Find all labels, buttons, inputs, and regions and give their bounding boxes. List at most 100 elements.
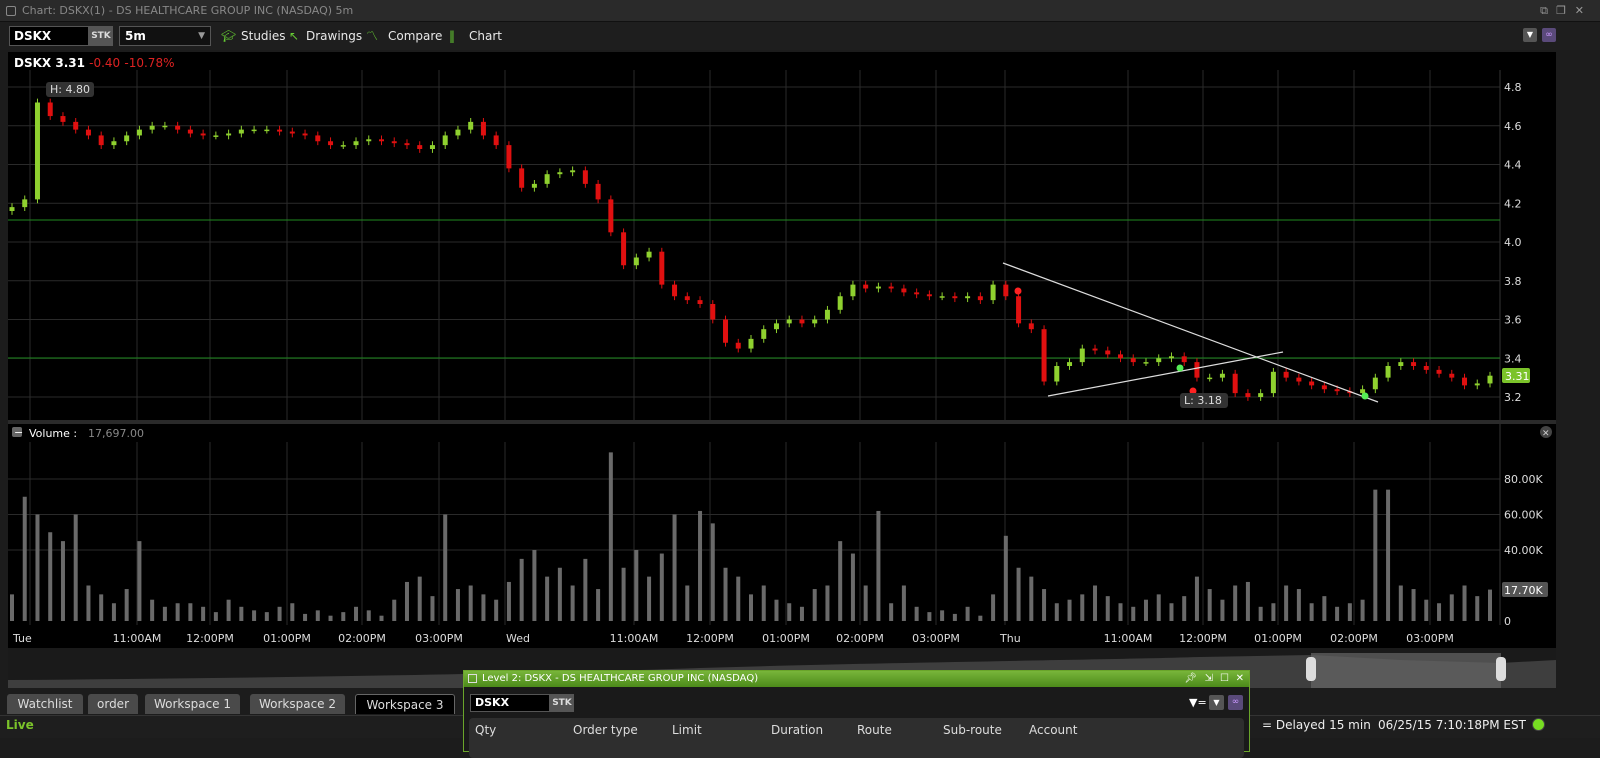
filter-icon[interactable]: ▼= bbox=[1189, 696, 1207, 709]
volume-bar bbox=[1296, 589, 1301, 621]
close-icon[interactable]: ✕ bbox=[1235, 673, 1244, 684]
popout-icon[interactable]: ⇲ bbox=[1204, 673, 1213, 684]
volume-bar bbox=[749, 594, 753, 621]
compare-button[interactable]: Compare bbox=[388, 29, 443, 43]
candle bbox=[1385, 366, 1391, 378]
candle bbox=[98, 135, 104, 146]
tab-watchlist[interactable]: Watchlist bbox=[7, 694, 83, 714]
sell-marker[interactable] bbox=[1189, 387, 1197, 395]
volume-bar bbox=[914, 606, 919, 621]
volume-bar bbox=[252, 610, 257, 621]
volume-bar bbox=[1373, 489, 1378, 621]
candle bbox=[684, 296, 690, 301]
pane-divider[interactable] bbox=[8, 420, 1556, 424]
buy-marker[interactable] bbox=[1176, 364, 1184, 372]
candle bbox=[1270, 371, 1276, 394]
studies-button[interactable]: Studies bbox=[241, 29, 286, 43]
candle bbox=[1105, 350, 1111, 355]
tab-workspace-1[interactable]: Workspace 1 bbox=[145, 694, 240, 714]
level2-titlebar[interactable]: Level 2: DSKX - DS HEALTHCARE GROUP INC … bbox=[464, 671, 1249, 687]
price-tick-label: 4.0 bbox=[1504, 236, 1522, 249]
dropdown-button[interactable]: ▼ bbox=[1209, 695, 1224, 710]
candle bbox=[914, 292, 920, 295]
sell-marker[interactable] bbox=[1014, 287, 1022, 295]
volume-bar bbox=[991, 594, 996, 621]
chart-type-button[interactable]: Chart bbox=[469, 29, 502, 43]
level2-title: Level 2: DSKX - DS HEALTHCARE GROUP INC … bbox=[482, 673, 759, 684]
volume-bar bbox=[787, 603, 792, 621]
maximize-icon[interactable]: ☐ bbox=[1220, 673, 1229, 684]
pin-icon[interactable]: 📌︎ bbox=[1184, 673, 1197, 684]
tab-workspace-2[interactable]: Workspace 2 bbox=[250, 694, 345, 714]
buy-marker[interactable] bbox=[1361, 392, 1369, 400]
candle bbox=[200, 133, 206, 136]
volume-bar bbox=[162, 606, 167, 621]
candle bbox=[748, 338, 754, 349]
navigator-right-handle[interactable] bbox=[1496, 657, 1506, 681]
volume-bar bbox=[761, 585, 766, 621]
tab-order[interactable]: order bbox=[88, 694, 138, 714]
popout-icon[interactable]: ⧉ bbox=[1540, 4, 1548, 17]
candle bbox=[1487, 375, 1493, 384]
trendline-lower[interactable] bbox=[1047, 351, 1284, 397]
navigator-left-handle[interactable] bbox=[1306, 657, 1316, 681]
window-menu-icon[interactable] bbox=[468, 674, 477, 683]
volume-tick-label: 60.00K bbox=[1504, 509, 1543, 522]
volume-bar bbox=[150, 599, 155, 621]
window-menu-icon[interactable] bbox=[6, 6, 16, 16]
volume-bar bbox=[1424, 599, 1429, 621]
interval-select[interactable]: 5m ▼ bbox=[119, 26, 211, 46]
level2-sec-type[interactable]: STK bbox=[550, 694, 574, 712]
volume-bar bbox=[1309, 603, 1314, 621]
candle bbox=[595, 183, 601, 200]
candle bbox=[238, 129, 244, 134]
volume-bar bbox=[1182, 596, 1187, 621]
volume-bar bbox=[392, 599, 397, 621]
tab-workspace-3[interactable]: Workspace 3 bbox=[355, 694, 455, 714]
volume-bar bbox=[366, 610, 371, 621]
trendline-upper[interactable] bbox=[1002, 262, 1379, 403]
candle bbox=[621, 232, 627, 266]
candle bbox=[824, 309, 830, 320]
volume-bar bbox=[557, 567, 562, 621]
candle bbox=[1194, 362, 1200, 378]
candle bbox=[1092, 348, 1098, 351]
time-tick-label: 12:00PM bbox=[1179, 632, 1227, 645]
volume-bar bbox=[1080, 594, 1085, 621]
close-icon[interactable]: ✕ bbox=[1574, 4, 1584, 17]
level2-symbol-input[interactable]: DSKX bbox=[470, 694, 550, 712]
restore-icon[interactable]: ❐ bbox=[1556, 4, 1566, 17]
link-icon[interactable]: ∞ bbox=[1542, 28, 1556, 42]
volume-bar bbox=[1437, 603, 1442, 621]
volume-bar bbox=[672, 514, 677, 621]
volume-bar bbox=[1194, 576, 1199, 621]
volume-bars bbox=[10, 452, 1492, 621]
volume-bar bbox=[1093, 585, 1098, 621]
candle bbox=[175, 125, 181, 130]
candle bbox=[289, 131, 295, 134]
symbol-input[interactable]: DSKX bbox=[9, 26, 89, 46]
drawings-button[interactable]: Drawings bbox=[306, 29, 363, 43]
candle bbox=[379, 139, 384, 142]
collapse-volume-button[interactable] bbox=[12, 427, 22, 437]
candle bbox=[608, 199, 614, 233]
volume-bar bbox=[812, 589, 817, 621]
volume-bar bbox=[175, 603, 180, 621]
sec-type-badge[interactable]: STK bbox=[89, 26, 113, 46]
dropdown-button[interactable]: ▼ bbox=[1523, 28, 1537, 42]
candle bbox=[1003, 284, 1009, 297]
candle bbox=[1398, 362, 1404, 366]
volume-bar bbox=[35, 514, 40, 621]
link-icon[interactable]: ∞ bbox=[1228, 695, 1243, 710]
candle bbox=[213, 135, 219, 137]
volume-bar bbox=[354, 606, 359, 621]
chart-area[interactable]: DSKX 3.31 -0.40 -10.78% 4.8 4.6 4.4 4.2 4.0 3… bbox=[8, 52, 1556, 688]
high-label-bg bbox=[46, 82, 94, 97]
volume-bar bbox=[1347, 603, 1352, 621]
candle bbox=[73, 121, 79, 130]
close-volume-button[interactable] bbox=[1540, 426, 1552, 438]
volume-bar bbox=[455, 589, 460, 621]
volume-bar bbox=[73, 514, 78, 621]
time-tick-label: 01:00PM bbox=[762, 632, 810, 645]
